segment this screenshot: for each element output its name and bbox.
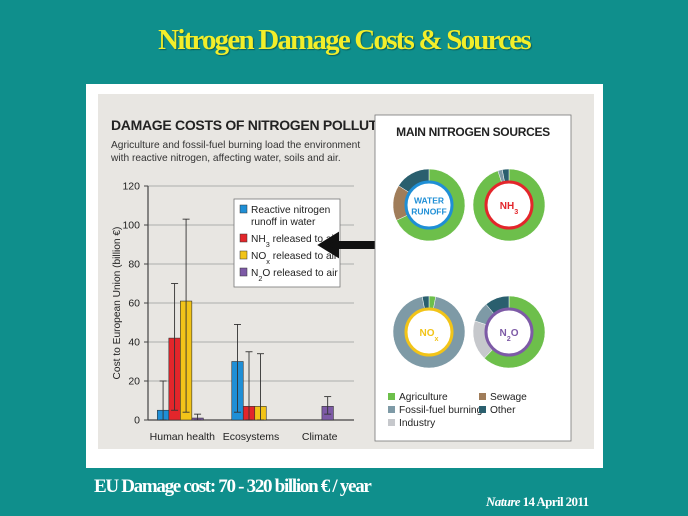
pie-legend-label: Industry bbox=[399, 418, 436, 429]
y-tick-label: 60 bbox=[128, 298, 140, 310]
pie-legend-label: Sewage bbox=[490, 392, 527, 403]
pointer-arrow bbox=[317, 231, 379, 259]
pie-center-label: NOx bbox=[420, 328, 439, 343]
y-tick-label: 120 bbox=[122, 181, 140, 193]
x-category-label: Climate bbox=[302, 431, 338, 443]
bar-chart-subtitle-line: Agriculture and fossil-fuel burning load… bbox=[111, 140, 360, 151]
pie-legend-swatch bbox=[388, 419, 395, 426]
damage-cost-caption: EU Damage cost: 70 - 320 billion € / yea… bbox=[94, 476, 372, 497]
legend-swatch bbox=[239, 250, 248, 260]
legend-label: NH3 released to air bbox=[251, 234, 338, 249]
pie-legend-label: Fossil-fuel burning bbox=[399, 405, 483, 416]
legend-swatch bbox=[239, 204, 248, 214]
damage-costs-chart: DAMAGE COSTS OF NITROGEN POLLUTION Agricu… bbox=[110, 114, 572, 443]
pie-center-ring bbox=[484, 307, 534, 357]
pie-center-label: NH3 bbox=[500, 201, 518, 216]
legend-label: runoff in water bbox=[251, 217, 316, 228]
y-axis-label: Cost to European Union (billion €) bbox=[112, 227, 123, 380]
slide-title: Nitrogen Damage Costs & Sources bbox=[158, 24, 531, 56]
legend-swatch bbox=[239, 267, 248, 277]
legend-label: N2O released to air bbox=[251, 268, 338, 283]
pie-center-ring bbox=[484, 180, 534, 230]
sources-panel bbox=[374, 114, 572, 442]
y-tick-label: 80 bbox=[128, 259, 140, 271]
bar-chart-subtitle-line: with reactive nitrogen, affecting water,… bbox=[110, 153, 341, 164]
source-journal: Nature bbox=[486, 494, 521, 509]
y-tick-label: 100 bbox=[122, 220, 140, 232]
pie-center-label: WATER bbox=[414, 196, 444, 206]
y-tick-label: 0 bbox=[134, 415, 140, 427]
legend-swatch bbox=[239, 233, 248, 243]
bar-chart-title: DAMAGE COSTS OF NITROGEN POLLUTION bbox=[111, 117, 401, 133]
pie-legend-swatch bbox=[479, 393, 486, 400]
legend-label: Reactive nitrogen bbox=[251, 205, 330, 216]
pie-legend-swatch bbox=[388, 406, 395, 413]
source-citation: Nature 14 April 2011 bbox=[486, 494, 589, 510]
pie-center-label: RUNOFF bbox=[411, 207, 446, 217]
pie-legend-swatch bbox=[388, 393, 395, 400]
x-category-label: Human health bbox=[150, 431, 216, 443]
legend-label: NOx released to air bbox=[251, 251, 338, 266]
figure-panel: DAMAGE COSTS OF NITROGEN POLLUTION Agricu… bbox=[86, 84, 603, 468]
pie-center-ring bbox=[404, 180, 454, 230]
pie-panel-title: MAIN NITROGEN SOURCES bbox=[396, 125, 550, 139]
x-category-label: Ecosystems bbox=[223, 431, 280, 443]
y-tick-label: 20 bbox=[128, 376, 140, 388]
source-date: 14 April 2011 bbox=[522, 494, 589, 509]
pie-legend-label: Other bbox=[490, 405, 516, 416]
pie-center-label: N2O bbox=[499, 328, 518, 343]
pie-legend-swatch bbox=[479, 406, 486, 413]
pie-center-ring bbox=[404, 307, 454, 357]
y-tick-label: 40 bbox=[128, 337, 140, 349]
pie-legend-label: Agriculture bbox=[399, 392, 448, 403]
